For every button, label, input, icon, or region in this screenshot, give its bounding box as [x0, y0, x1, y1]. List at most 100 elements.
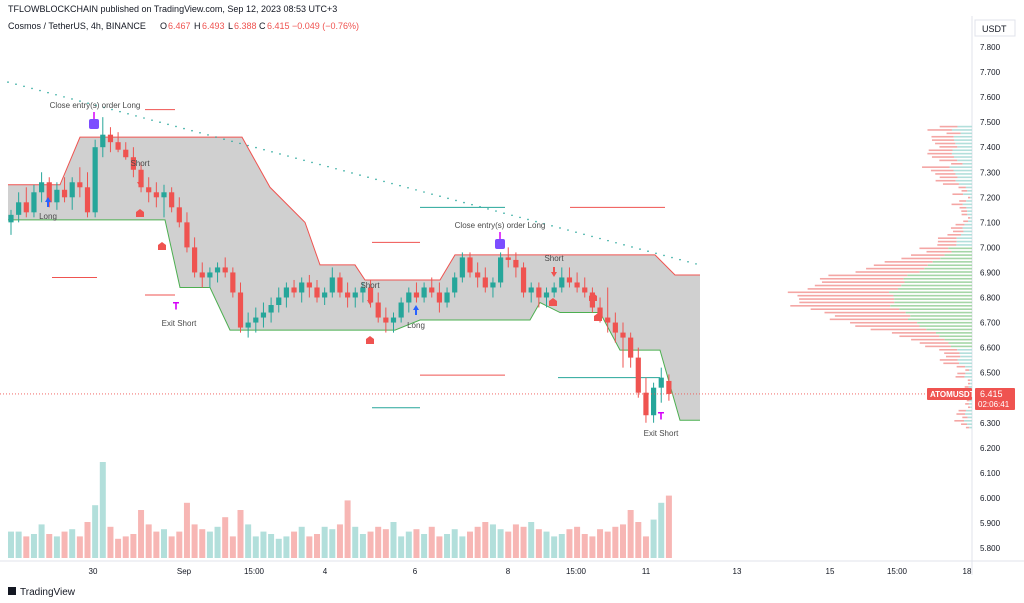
trend-dot — [183, 128, 185, 130]
profile-bar-sell — [965, 403, 969, 405]
volume-bar — [215, 527, 221, 558]
volume-bar — [153, 532, 159, 558]
trend-dot — [367, 176, 369, 178]
profile-bar-sell — [911, 254, 945, 256]
trend-dot — [503, 212, 505, 214]
profile-bar-sell — [940, 177, 958, 179]
profile-bar-buy — [889, 291, 972, 293]
profile-bar-sell — [811, 308, 900, 310]
profile-bar-sell — [790, 305, 890, 307]
volume-bar — [467, 532, 473, 558]
profile-bar-buy — [954, 139, 972, 141]
volume-bar — [490, 524, 496, 558]
trend-dot — [575, 231, 577, 233]
profile-bar-buy — [969, 386, 972, 388]
profile-bar-buy — [957, 177, 972, 179]
profile-bar-buy — [963, 193, 972, 195]
profile-bar-buy — [926, 329, 972, 331]
volume-bar — [184, 503, 190, 558]
trend-dot — [311, 162, 313, 164]
profile-bar-buy — [953, 149, 972, 151]
trend-dot — [583, 233, 585, 235]
y-tick-label: 5.800 — [980, 544, 1001, 553]
profile-bar-buy — [965, 373, 972, 375]
profile-bar-sell — [947, 234, 960, 236]
published-line: TFLOWBLOCKCHAIN published on TradingView… — [8, 4, 337, 14]
profile-bar-buy — [924, 268, 972, 270]
trend-dot — [263, 149, 265, 151]
y-tick-label: 7.400 — [980, 143, 1001, 152]
candle-body — [636, 358, 641, 393]
volume-bar — [8, 532, 14, 558]
volume-bar — [222, 517, 228, 558]
volume-bar — [138, 510, 144, 558]
volume-bar — [391, 522, 397, 558]
volume-bar — [551, 536, 557, 558]
profile-bar-sell — [957, 373, 965, 375]
trend-dot — [471, 204, 473, 206]
price-tag-value: 6.415 — [980, 389, 1003, 399]
profile-bar-buy — [936, 332, 972, 334]
volume-bar — [283, 536, 289, 558]
price-tag-countdown: 02:06:41 — [978, 400, 1010, 409]
trend-dot — [39, 90, 41, 92]
profile-bar-buy — [957, 126, 972, 128]
profile-bar-sell — [911, 339, 944, 341]
trend-dot — [447, 198, 449, 200]
y-tick-label: 6.100 — [980, 469, 1001, 478]
ohlc-low: 6.388 — [234, 21, 257, 31]
volume-bar — [314, 534, 320, 558]
profile-bar-buy — [939, 335, 972, 337]
profile-bar-sell — [932, 139, 954, 141]
candle-body — [223, 267, 228, 272]
candle-body — [544, 292, 549, 297]
profile-bar-sell — [959, 410, 966, 412]
y-tick-label: 7.000 — [980, 243, 1001, 252]
annotation-close-long: Close entry(s) order Long — [455, 221, 546, 230]
trend-dot — [391, 183, 393, 185]
profile-bar-buy — [959, 183, 972, 185]
profile-bar-buy — [894, 302, 972, 304]
profile-bar-buy — [965, 413, 972, 415]
volume-bar — [666, 496, 672, 558]
profile-bar-buy — [954, 136, 972, 138]
volume-bar — [452, 529, 458, 558]
profile-bar-sell — [850, 322, 917, 324]
profile-bar-buy — [940, 258, 972, 260]
profile-bar-sell — [932, 156, 954, 158]
volume-bar — [23, 536, 29, 558]
candle-body — [406, 292, 411, 302]
candle-body — [567, 277, 572, 282]
trend-dot — [375, 179, 377, 181]
volume-bar — [352, 527, 358, 558]
candle-body — [620, 333, 625, 338]
y-tick-label: 6.900 — [980, 268, 1001, 277]
trend-dot — [479, 206, 481, 208]
candle-body — [498, 257, 503, 282]
volume-bar — [230, 536, 236, 558]
trend-dot — [231, 140, 233, 142]
candle-body — [24, 202, 29, 212]
profile-bar-sell — [828, 275, 907, 277]
profile-bar-buy — [908, 319, 972, 321]
volume-bar — [199, 529, 205, 558]
trend-dot — [135, 115, 137, 117]
profile-bar-sell — [871, 329, 927, 331]
profile-bar-buy — [890, 305, 972, 307]
candle-body — [513, 260, 518, 268]
profile-bar-sell — [968, 197, 970, 199]
profile-bar-buy — [965, 366, 972, 368]
trend-dot — [303, 159, 305, 161]
y-tick-label: 6.700 — [980, 319, 1001, 328]
volume-bar — [513, 524, 519, 558]
trend-dot — [687, 261, 689, 263]
candle-body — [460, 257, 465, 277]
candle-body — [307, 282, 312, 287]
profile-bar-buy — [898, 288, 972, 290]
candle-body — [337, 277, 342, 292]
profile-bar-buy — [970, 379, 972, 381]
profile-bar-buy — [945, 254, 972, 256]
profile-bar-sell — [965, 369, 969, 371]
exit-short-marker — [658, 412, 664, 420]
